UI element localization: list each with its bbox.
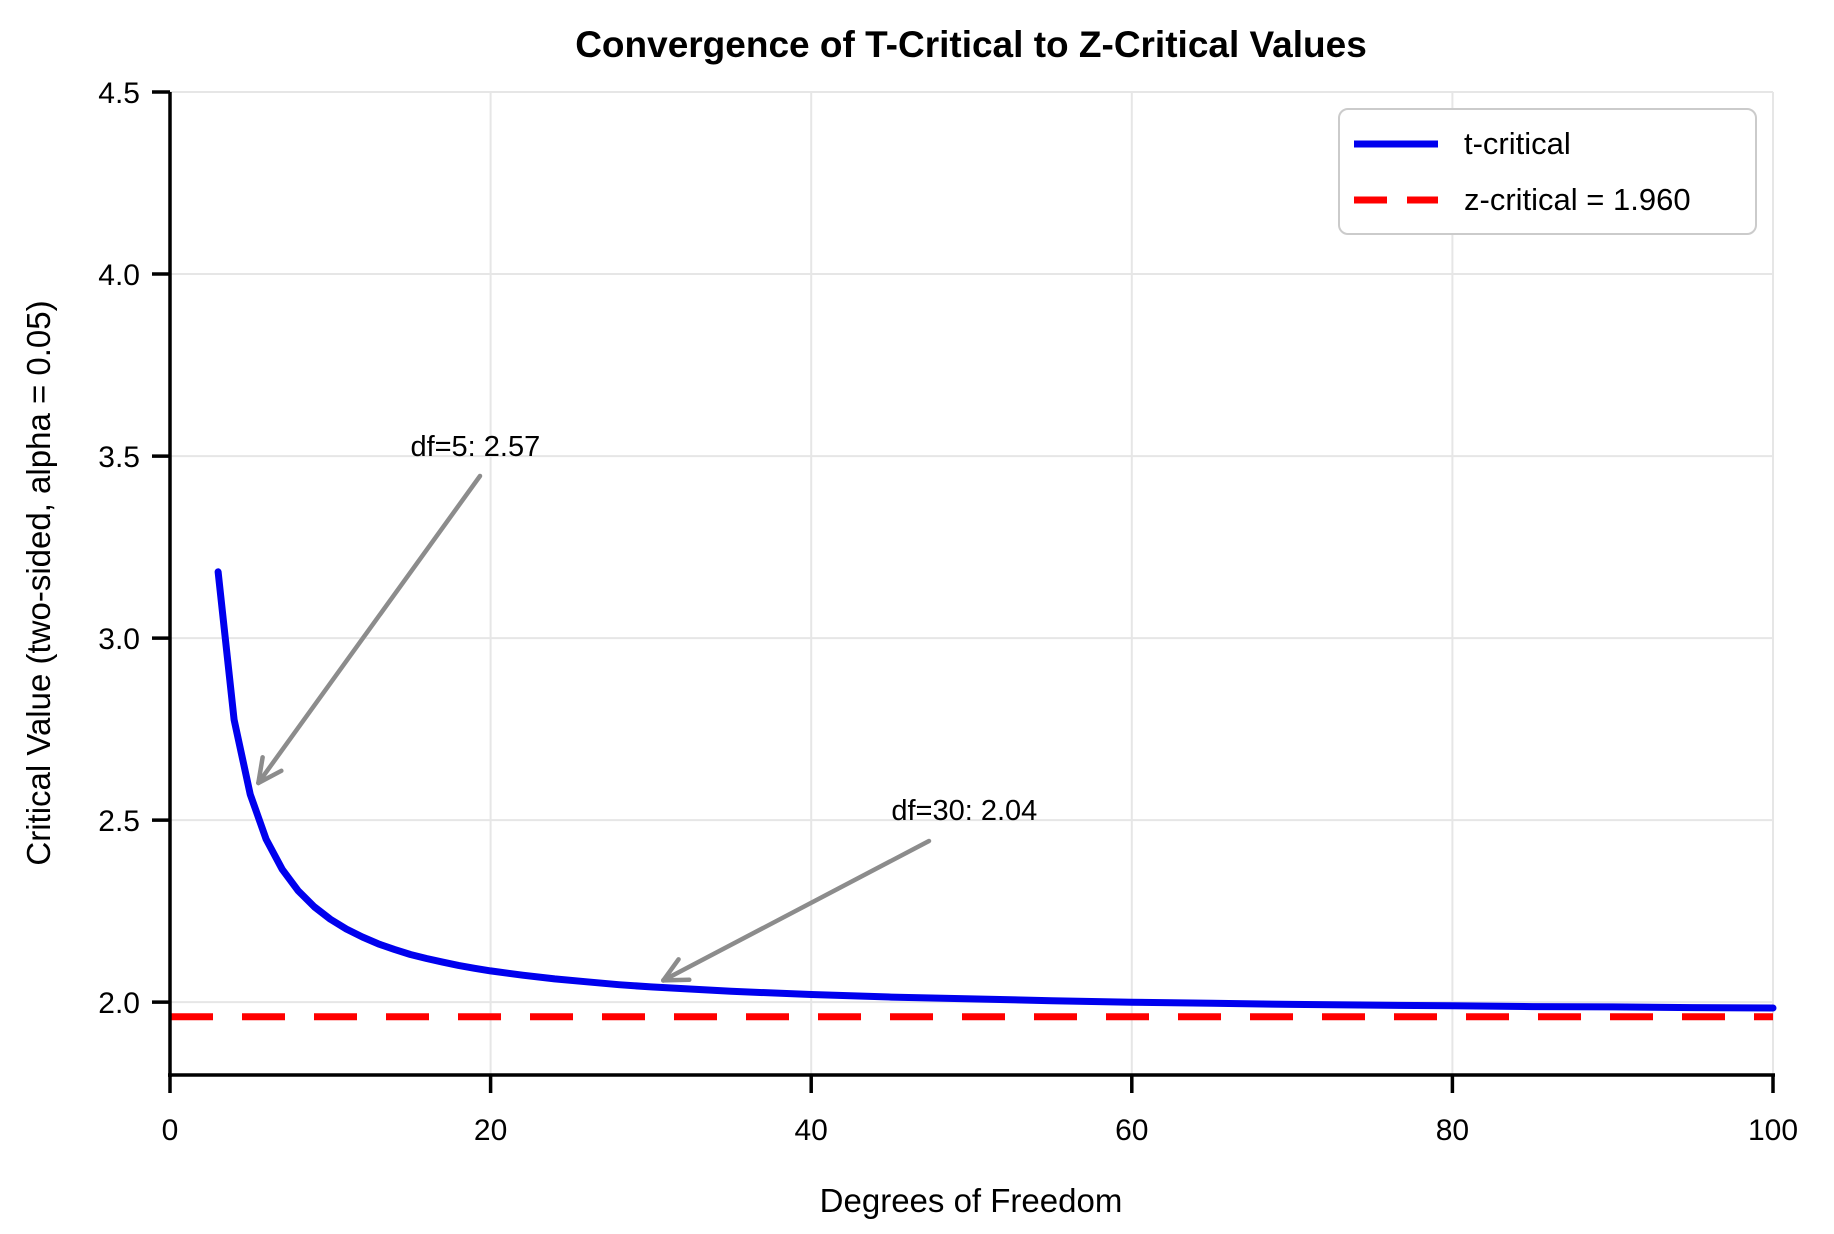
y-tick-label: 2.5 bbox=[98, 805, 140, 838]
gridlines bbox=[169, 91, 1774, 1075]
legend-item-t-critical: t-critical bbox=[1352, 120, 1755, 168]
annotations: df=5: 2.57 df=30: 2.04 bbox=[256, 431, 1037, 983]
y-axis-label: Critical Value (two-sided, alpha = 0.05) bbox=[20, 300, 57, 865]
legend-label-z-critical: z-critical = 1.960 bbox=[1464, 181, 1691, 217]
series-lines bbox=[170, 568, 1777, 1021]
annotation-arrowhead bbox=[256, 768, 284, 786]
y-tick-label: 4.5 bbox=[98, 77, 140, 110]
t-critical-curve bbox=[214, 568, 1777, 1012]
y-tick-label: 2.0 bbox=[98, 987, 140, 1020]
x-axis-label: Degrees of Freedom bbox=[820, 1182, 1123, 1219]
y-tick-label: 3.0 bbox=[98, 623, 140, 656]
legend-label-t-critical: t-critical bbox=[1464, 125, 1571, 161]
legend-item-z-critical: z-critical = 1.960 bbox=[1352, 176, 1755, 224]
y-tick-label: 3.5 bbox=[98, 441, 140, 474]
y-tick-label: 4.0 bbox=[98, 259, 140, 292]
annotation-arrow bbox=[256, 473, 483, 786]
t-critical-line-swatch bbox=[1354, 140, 1438, 147]
x-tick-label: 20 bbox=[474, 1114, 507, 1147]
x-tick-label: 80 bbox=[1436, 1114, 1469, 1147]
annotation-arrow bbox=[661, 838, 932, 983]
x-tick-label: 100 bbox=[1748, 1114, 1798, 1147]
annotation-arrowhead bbox=[256, 755, 265, 786]
x-tick-label: 60 bbox=[1115, 1114, 1148, 1147]
legend: t-critical z-critical = 1.960 bbox=[1338, 108, 1757, 235]
x-tick-label: 40 bbox=[795, 1114, 828, 1147]
axes: 0 20 40 60 80 100 2.0 2.5 3.0 3.5 4.0 4.5 bbox=[98, 77, 1798, 1147]
annotation-label: df=30: 2.04 bbox=[891, 795, 1037, 827]
chart-title: Convergence of T-Critical to Z-Critical … bbox=[575, 24, 1367, 65]
x-tick-label: 0 bbox=[162, 1114, 179, 1147]
z-critical-line-swatch bbox=[1354, 196, 1438, 203]
annotation-label: df=5: 2.57 bbox=[410, 431, 540, 463]
annotation-arrowhead bbox=[661, 977, 692, 983]
annotation-arrowhead bbox=[661, 957, 681, 983]
